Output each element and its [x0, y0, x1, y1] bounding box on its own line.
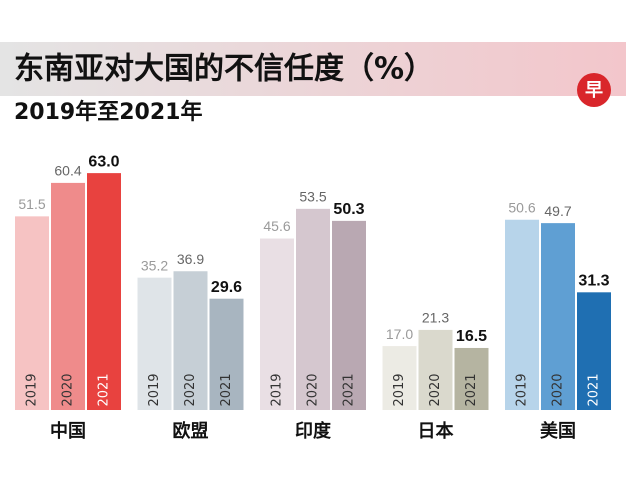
value-label: 51.5 [18, 196, 45, 212]
bar [541, 223, 575, 410]
bar [577, 292, 611, 410]
series-label: 2020 [428, 373, 443, 406]
value-label: 50.3 [333, 201, 364, 218]
value-label: 50.6 [508, 199, 535, 215]
series-label: 2020 [183, 373, 198, 406]
series-label: 2021 [342, 373, 357, 406]
bar [454, 347, 489, 410]
chart-subtitle: 2019年至2021年 [14, 99, 202, 125]
series-label: 2019 [147, 373, 162, 406]
value-label: 45.6 [263, 218, 290, 234]
series-label: 2019 [25, 373, 40, 406]
x-tick-label: 中国 [50, 420, 86, 442]
bar [332, 220, 366, 410]
series-label: 2019 [392, 373, 407, 406]
series-label: 2020 [551, 373, 566, 406]
value-label: 29.6 [211, 279, 242, 296]
x-tick-label: 欧盟 [173, 420, 209, 442]
value-label: 21.3 [422, 310, 449, 326]
value-label: 35.2 [141, 257, 168, 273]
bar [15, 216, 49, 410]
series-label: 2019 [270, 373, 285, 406]
bar [137, 277, 172, 410]
x-tick-label: 日本 [418, 420, 454, 442]
series-label: 2019 [515, 373, 530, 406]
series-label: 2021 [219, 373, 234, 406]
title-banner [0, 42, 626, 96]
bar [418, 329, 453, 410]
value-label: 49.7 [544, 203, 571, 219]
bar [209, 298, 244, 410]
series-label: 2020 [61, 373, 76, 406]
series-label: 2021 [587, 373, 602, 406]
x-tick-label: 印度 [295, 420, 332, 442]
logo-text: 早 [585, 80, 603, 101]
value-label: 63.0 [88, 153, 119, 170]
bar [296, 208, 330, 410]
value-label: 31.3 [578, 273, 609, 290]
bar [173, 271, 208, 410]
bar [87, 173, 121, 410]
series-label: 2021 [464, 373, 479, 406]
series-label: 2021 [97, 373, 112, 406]
bar [51, 182, 85, 410]
bar [382, 346, 417, 410]
value-label: 16.5 [456, 328, 487, 345]
bar [260, 238, 294, 410]
value-label: 36.9 [177, 251, 204, 267]
value-label: 53.5 [299, 189, 326, 205]
value-label: 17.0 [386, 326, 413, 342]
value-label: 60.4 [54, 163, 81, 179]
bar [505, 219, 539, 410]
series-label: 2020 [306, 373, 321, 406]
x-tick-label: 美国 [540, 420, 576, 442]
chart-title: 东南亚对大国的不信任度（%） [14, 52, 434, 87]
logo [577, 73, 611, 107]
